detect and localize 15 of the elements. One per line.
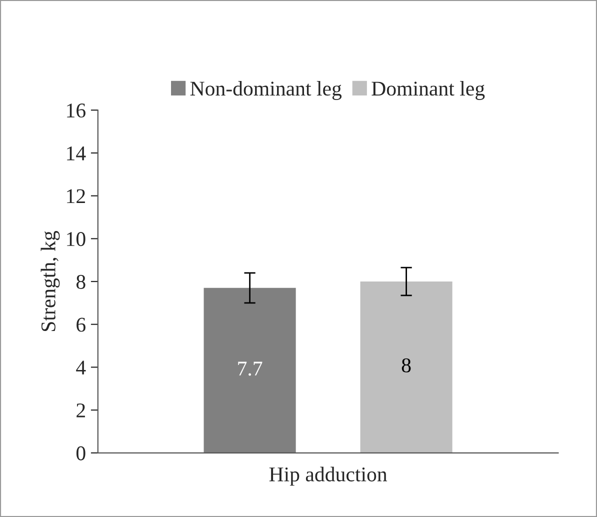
- y-tick-label: 4: [76, 360, 86, 374]
- data-label: 8: [402, 358, 411, 372]
- y-tick-label: 14: [67, 146, 86, 160]
- y-tick-label: 0: [76, 446, 86, 460]
- y-tick-label: 10: [67, 232, 86, 246]
- y-tick-label: 2: [76, 403, 85, 418]
- y-tick-label: 6: [76, 318, 86, 332]
- legend-label: Non-dominant leg: [190, 81, 342, 100]
- legend-label: Dominant leg: [372, 81, 485, 100]
- data-label: 7.7: [238, 362, 262, 376]
- y-tick-label: 16: [67, 104, 86, 118]
- y-tick-label: 12: [67, 189, 85, 204]
- y-tick-label: 8: [76, 274, 86, 289]
- y-axis-title: Strength, kg: [40, 230, 60, 332]
- x-tick-label: Hip adduction: [269, 466, 388, 486]
